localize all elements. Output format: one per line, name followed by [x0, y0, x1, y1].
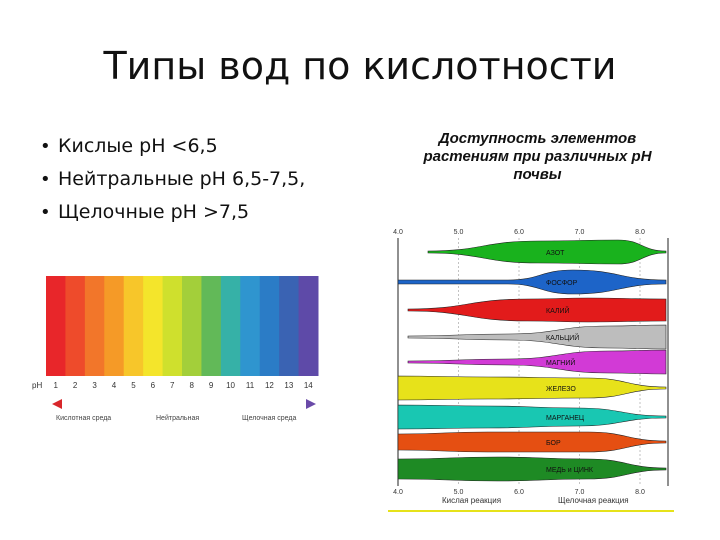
bullet-item: • Нейтральные pH 6,5-7,5, [40, 163, 305, 196]
ph-color-bar [46, 276, 66, 376]
ph-color-bar [201, 276, 222, 376]
ph-color-bar [84, 276, 105, 376]
neutral-medium-label: Нейтральная [156, 414, 199, 422]
ph-number-label: 7 [170, 381, 175, 390]
nutrient-band [407, 324, 667, 350]
acid-medium-label: Кислотная среда [56, 415, 111, 422]
acid-reaction-label: Кислая реакция [442, 496, 501, 505]
bullet-text: Щелочные pH >7,5 [58, 201, 250, 223]
ph-tick-top: 4.0 [393, 229, 403, 236]
nutrient-label: БОР [546, 440, 561, 447]
slide-title: Типы вод по кислотности [103, 44, 617, 88]
bullet-list: • Кислые pH <6,5 • Нейтральные pH 6,5-7,5,… [40, 130, 305, 229]
nutrient-band [397, 456, 667, 482]
nutrient-label: ФОСФОР [546, 280, 578, 287]
alkaline-reaction-label: Щелочная реакция [558, 496, 629, 505]
ph-tick-top: 7.0 [575, 229, 585, 236]
nutrient-label: МЕДЬ и ЦИНК [546, 467, 594, 474]
nutrient-label: КАЛЬЦИЙ [546, 333, 579, 342]
ph-tick-top: 5.0 [454, 229, 464, 236]
bullet-item: • Кислые pH <6,5 [40, 130, 305, 163]
ph-number-label: 10 [226, 381, 235, 390]
arrow-left-icon [52, 399, 62, 409]
ph-scale-figure: pH 1 2 3 4 5 6 7 8 9 10 11 12 13 14 Кислотная среда Н… [32, 276, 319, 422]
ph-number-label: 2 [73, 381, 78, 390]
ph-color-bar [123, 276, 144, 376]
ph-color-bar [182, 276, 202, 376]
bullet-item: • Щелочные pH >7,5 [40, 196, 305, 229]
arrow-right-icon [306, 399, 316, 409]
ph-color-bar [279, 276, 300, 376]
nutrient-label: КАЛИЙ [546, 306, 570, 315]
ph-color-bar [65, 276, 86, 376]
ph-color-bar [298, 276, 319, 376]
ph-color-bar [220, 276, 241, 376]
availability-title: Доступность элементов растениям при разл… [423, 130, 652, 183]
ph-number-label: 8 [189, 381, 194, 390]
ph-number-label: 1 [53, 381, 58, 390]
ph-number-label: 3 [92, 381, 97, 390]
nutrient-band [397, 431, 667, 453]
nutrient-band [427, 239, 667, 265]
ph-number-label: 11 [246, 381, 255, 390]
nutrient-band [407, 349, 667, 375]
ph-color-bar [259, 276, 280, 376]
bullet-dot-icon: • [40, 136, 51, 157]
nutrient-band [397, 375, 667, 401]
ph-color-bar [143, 276, 164, 376]
ph-tick-bottom: 8.0 [635, 489, 645, 496]
nutrient-label: ЖЕЛЕЗО [546, 386, 576, 393]
ph-tick-bottom: 4.0 [393, 489, 403, 496]
alkaline-medium-label: Щелочная среда [242, 415, 296, 422]
ph-prefix-label: pH [32, 381, 42, 390]
ph-number-label: 9 [209, 381, 214, 390]
nutrient-band [407, 297, 667, 323]
ph-tick-top: 8.0 [635, 229, 645, 236]
ph-number-label: 6 [151, 381, 156, 390]
ph-color-bar [162, 276, 183, 376]
ph-number-label: 14 [304, 381, 313, 390]
nutrient-band [397, 404, 667, 430]
ph-tick-bottom: 6.0 [514, 489, 524, 496]
ph-tick-top: 6.0 [514, 229, 524, 236]
ph-number-label: 5 [131, 381, 136, 390]
ph-tick-bottom: 5.0 [454, 489, 464, 496]
bullet-text: Кислые pH <6,5 [58, 135, 218, 157]
ph-color-bar [104, 276, 125, 376]
ph-number-label: 12 [265, 381, 274, 390]
nutrient-label: АЗОТ [546, 250, 565, 257]
nutrient-availability-figure: 4.0 5.0 6.0 7.0 8.0 АЗОТ ФОСФОР КАЛИЙ КАЛЬЦИЙ МА… [388, 229, 674, 512]
nutrient-label: МАРГАНЕЦ [546, 415, 585, 422]
nutrient-band [397, 269, 667, 295]
nutrient-label: МАГНИЙ [546, 358, 575, 367]
ph-number-label: 4 [112, 381, 117, 390]
bullet-dot-icon: • [40, 169, 51, 190]
bullet-dot-icon: • [40, 202, 51, 223]
ph-color-bar [240, 276, 261, 376]
ph-tick-bottom: 7.0 [575, 489, 585, 496]
bullet-text: Нейтральные pH 6,5-7,5, [58, 168, 306, 190]
ph-number-label: 13 [284, 381, 293, 390]
